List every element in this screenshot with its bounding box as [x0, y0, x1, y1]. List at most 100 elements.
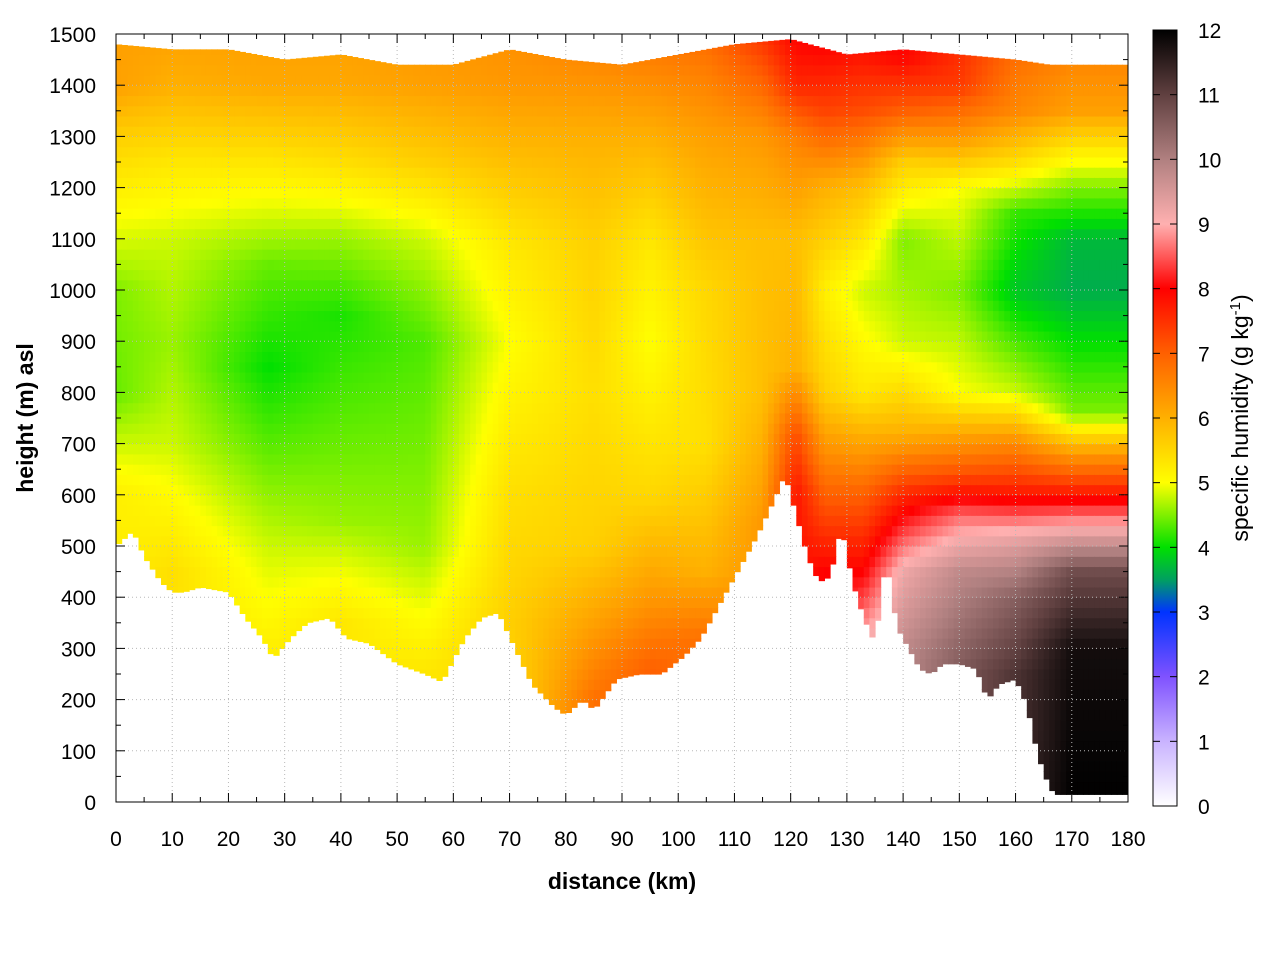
heatmap-cell [217, 453, 224, 465]
heatmap-cell [453, 576, 460, 588]
heatmap-cell [447, 146, 454, 158]
heatmap-cell [155, 64, 162, 76]
heatmap-cell [503, 310, 511, 322]
heatmap-cell [447, 658, 454, 666]
heatmap-cell [442, 351, 449, 363]
heatmap-cell [312, 361, 319, 373]
heatmap-cell [554, 74, 561, 86]
heatmap-cell [565, 238, 572, 250]
heatmap-cell [121, 330, 128, 342]
heatmap-cell [205, 85, 213, 97]
heatmap-cell [453, 648, 460, 656]
heatmap-cell [329, 208, 336, 219]
heatmap-cell [470, 85, 477, 97]
heatmap-cell [346, 208, 353, 219]
heatmap-cell [498, 423, 505, 434]
heatmap-cell [205, 382, 213, 393]
heatmap-cell [262, 85, 269, 97]
heatmap-cell [453, 218, 460, 230]
heatmap-cell [509, 115, 516, 127]
heatmap-cell [194, 238, 201, 250]
heatmap-cell [509, 638, 516, 644]
heatmap-cell [374, 351, 381, 363]
heatmap-cell [132, 259, 140, 271]
heatmap-cell [565, 627, 572, 639]
heatmap-cell [352, 290, 359, 301]
heatmap-cell [127, 320, 134, 332]
heatmap-cell [447, 361, 454, 373]
heatmap-cell [560, 341, 567, 353]
heatmap-cell [211, 566, 218, 578]
heatmap-cell [554, 136, 561, 148]
heatmap-cell [492, 515, 499, 527]
heatmap-cell [335, 320, 342, 332]
heatmap-cell [149, 464, 156, 475]
heatmap-cell [239, 515, 246, 527]
heatmap-cell [369, 64, 376, 76]
heatmap-cell [228, 556, 235, 568]
heatmap-cell [290, 74, 297, 86]
heatmap-cell [458, 392, 466, 404]
heatmap-cell [267, 597, 275, 609]
heatmap-cell [515, 423, 522, 434]
heatmap-cell [211, 279, 218, 291]
heatmap-cell [245, 474, 252, 486]
heatmap-cell [307, 556, 314, 568]
heatmap-cell [419, 525, 426, 537]
heatmap-cell [537, 617, 544, 629]
heatmap-cell [509, 259, 516, 271]
heatmap-cell [312, 464, 319, 475]
heatmap-cell [307, 351, 314, 363]
heatmap-cell [307, 617, 314, 623]
heatmap-cell [340, 423, 348, 434]
heatmap-cell [447, 136, 454, 148]
heatmap-cell [385, 249, 393, 260]
heatmap-cell [256, 627, 263, 636]
heatmap-cell [425, 505, 432, 516]
heatmap-cell [290, 371, 297, 383]
heatmap-cell [577, 330, 584, 342]
heatmap-cell [149, 187, 156, 199]
heatmap-cell [200, 576, 207, 588]
heatmap-cell [453, 259, 460, 271]
heatmap-cell [279, 279, 286, 291]
heatmap-cell [548, 586, 556, 598]
heatmap-cell [329, 586, 336, 598]
heatmap-cell [301, 556, 308, 568]
heatmap-cell [262, 453, 269, 465]
heatmap-cell [346, 464, 353, 475]
heatmap-cell [132, 515, 140, 527]
heatmap-cell [385, 443, 393, 455]
heatmap-cell [363, 627, 370, 639]
heatmap-cell [194, 402, 201, 414]
heatmap-cell [222, 238, 230, 250]
heatmap-cell [582, 249, 589, 260]
heatmap-cell [526, 126, 533, 137]
heatmap-cell [481, 208, 488, 219]
heatmap-cell [166, 218, 173, 230]
heatmap-cell [324, 433, 331, 445]
heatmap-cell [385, 607, 393, 619]
heatmap-cell [509, 136, 516, 148]
heatmap-cell [425, 556, 432, 568]
heatmap-cell [262, 535, 269, 547]
heatmap-cell [329, 464, 336, 475]
heatmap-cell [397, 546, 404, 557]
heatmap-cell [245, 351, 252, 363]
heatmap-cell [256, 443, 263, 455]
heatmap-cell [571, 320, 578, 332]
heatmap-cell [312, 371, 319, 383]
heatmap-cell [127, 85, 134, 97]
heatmap-cell [211, 95, 218, 107]
heatmap-cell [503, 95, 511, 107]
heatmap-cell [571, 197, 578, 209]
heatmap-cell [138, 136, 145, 148]
heatmap-cell [577, 382, 584, 393]
heatmap-cell [352, 300, 359, 312]
heatmap-cell [526, 300, 533, 312]
heatmap-cell [419, 74, 426, 86]
heatmap-cell [301, 617, 308, 626]
heatmap-cell [413, 167, 421, 178]
heatmap-cell [194, 505, 201, 516]
heatmap-cell [335, 412, 342, 424]
